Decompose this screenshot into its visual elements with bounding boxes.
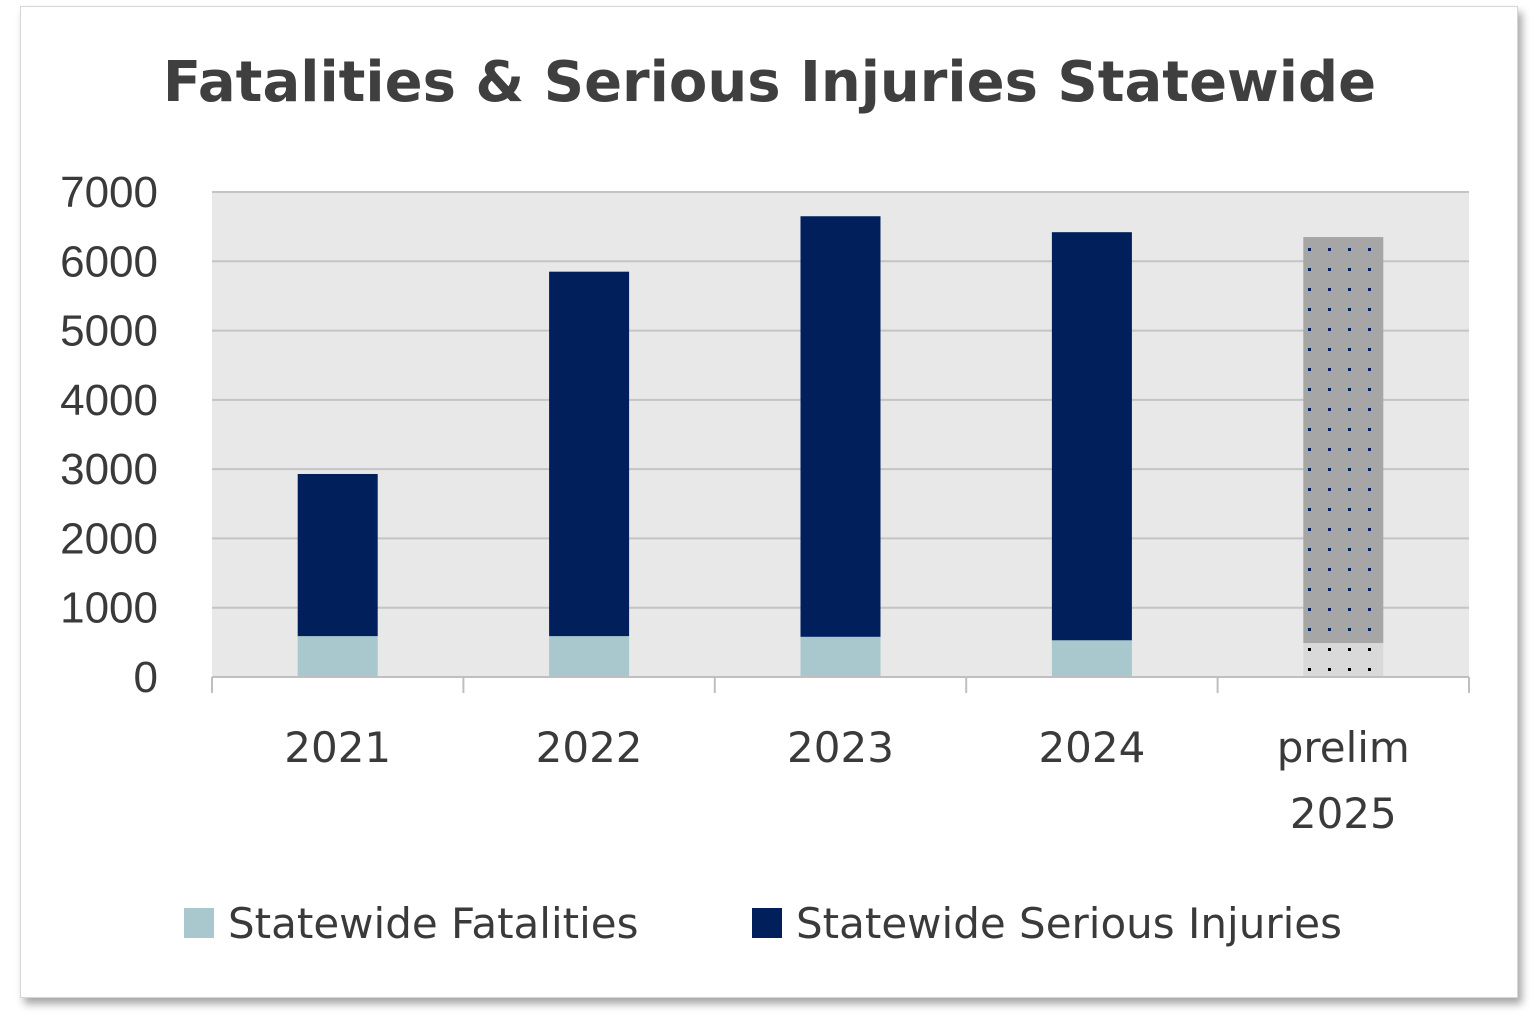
y-tick-label: 4000	[60, 376, 158, 425]
x-category-label: prelim	[1277, 723, 1410, 772]
y-tick-label: 7000	[60, 168, 158, 217]
x-category-label: 2025	[1290, 789, 1397, 838]
bar-fatalities	[297, 636, 378, 677]
bar-serious-injuries	[1303, 237, 1384, 644]
y-tick-label: 3000	[60, 445, 158, 494]
bar-serious-injuries	[549, 271, 630, 637]
legend-swatch-serious-injuries	[752, 908, 782, 938]
bar-fatalities	[549, 636, 630, 677]
bar-serious-injuries	[1051, 232, 1132, 641]
legend-item-fatalities: Statewide Fatalities	[184, 893, 638, 953]
x-category-label: 2021	[284, 723, 391, 772]
y-tick-label: 0	[134, 653, 158, 702]
legend-swatch-fatalities	[184, 908, 214, 938]
y-tick-label: 5000	[60, 307, 158, 356]
legend-label-fatalities: Statewide Fatalities	[228, 898, 639, 948]
legend: Statewide Fatalities Statewide Serious I…	[0, 893, 1539, 953]
bar-fatalities	[1303, 643, 1384, 677]
bar-fatalities	[800, 636, 881, 677]
bar-fatalities	[1051, 640, 1132, 677]
x-category-label: 2023	[787, 723, 894, 772]
x-category-label: 2024	[1038, 723, 1145, 772]
y-tick-label: 1000	[60, 584, 158, 633]
y-tick-label: 6000	[60, 237, 158, 286]
legend-label-serious-injuries: Statewide Serious Injuries	[796, 898, 1342, 948]
y-tick-label: 2000	[60, 514, 158, 563]
chart-title: Fatalities & Serious Injuries Statewide	[162, 50, 1377, 115]
legend-item-serious-injuries: Statewide Serious Injuries	[752, 893, 1342, 953]
bar-serious-injuries	[800, 216, 881, 637]
bar-serious-injuries	[297, 473, 378, 637]
x-category-label: 2022	[536, 723, 643, 772]
